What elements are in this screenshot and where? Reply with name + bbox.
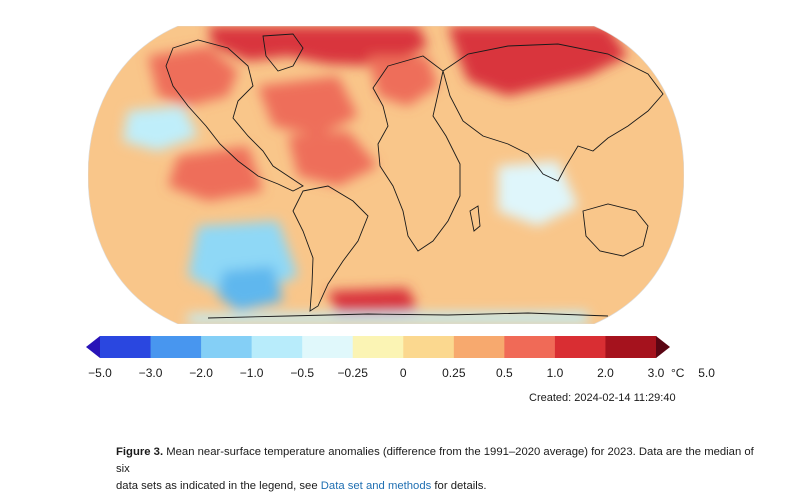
colorbar-tick-label: −2.0: [189, 366, 213, 380]
region-north-pacific-cool: [123, 106, 198, 151]
region-tropical-atlantic: [288, 131, 378, 186]
caption-text-2: data sets as indicated in the legend, se…: [116, 480, 321, 492]
greenland-coast: [262, 33, 304, 72]
colorbar-tick-label: −3.0: [138, 366, 163, 380]
globe-outline: [88, 26, 684, 324]
colorbar-swatch: [605, 336, 657, 358]
colorbar-arrow-high: [656, 336, 670, 358]
region-north-atlantic: [258, 76, 358, 136]
colorbar-tick-label: −5.0: [88, 366, 112, 380]
caption-text-end: for details.: [431, 480, 487, 492]
colorbar-swatch: [352, 336, 404, 358]
colorbar-tick-label: 3.0: [647, 366, 665, 380]
colorbar-tick-label: −0.25: [337, 366, 368, 380]
region-north-america-north: [148, 46, 238, 106]
region-central-asia: [448, 26, 628, 96]
temperature-anomaly-map: [88, 26, 684, 324]
south-america-coast: [292, 185, 369, 312]
anomaly-field: [88, 26, 684, 324]
colorbar-tick-label: 0.5: [496, 366, 513, 380]
colorbar-swatch: [403, 336, 455, 358]
region-europe: [368, 56, 438, 106]
colorbar-swatch: [302, 336, 354, 358]
north-america-coast: [165, 39, 304, 192]
colorbar-tick-label: −1.0: [239, 366, 264, 380]
asia-coast: [442, 43, 664, 182]
colorbar-arrow-low: [86, 336, 100, 358]
colorbar-swatch: [251, 336, 303, 358]
region-southern-ocean-warm: [328, 288, 418, 318]
figure-caption: Figure 3. Mean near-surface temperature …: [116, 444, 766, 495]
colorbar-unit: °C: [671, 366, 685, 380]
map-svg: [88, 26, 684, 324]
colorbar-tick-label: 1.0: [546, 366, 564, 380]
colorbar-tick-label: 0.25: [442, 366, 466, 380]
colorbar-tick-label: 2.0: [597, 366, 614, 380]
colorbar-swatch: [100, 336, 152, 358]
region-south-pacific-cold: [218, 266, 283, 311]
created-timestamp: Created: 2024-02-14 11:29:40: [529, 392, 676, 404]
colorbar: [86, 336, 670, 358]
colorbar-tick-label: 5.0: [698, 366, 715, 380]
coastlines: [165, 33, 664, 319]
colorbar-swatch: [504, 336, 556, 358]
region-indian-ocean-cool: [498, 161, 578, 226]
colorbar-swatch: [150, 336, 202, 358]
region-east-pacific: [168, 146, 263, 201]
colorbar-swatch: [554, 336, 606, 358]
data-set-methods-link[interactable]: Data set and methods: [320, 480, 432, 492]
colorbar-tick-label: 0: [399, 366, 407, 380]
region-antarctica-cool: [188, 312, 588, 324]
antarctica-coast: [207, 312, 609, 319]
europe-africa-coast: [372, 55, 461, 252]
caption-text-1: Mean near-surface temperature anomalies …: [116, 446, 754, 475]
colorbar-swatch: [201, 336, 253, 358]
figure-number: Figure 3.: [116, 446, 164, 458]
colorbar-swatch: [453, 336, 505, 358]
australia-coast: [582, 203, 649, 257]
colorbar-tick-label: −0.5: [290, 366, 315, 380]
madagascar-coast: [469, 205, 481, 232]
